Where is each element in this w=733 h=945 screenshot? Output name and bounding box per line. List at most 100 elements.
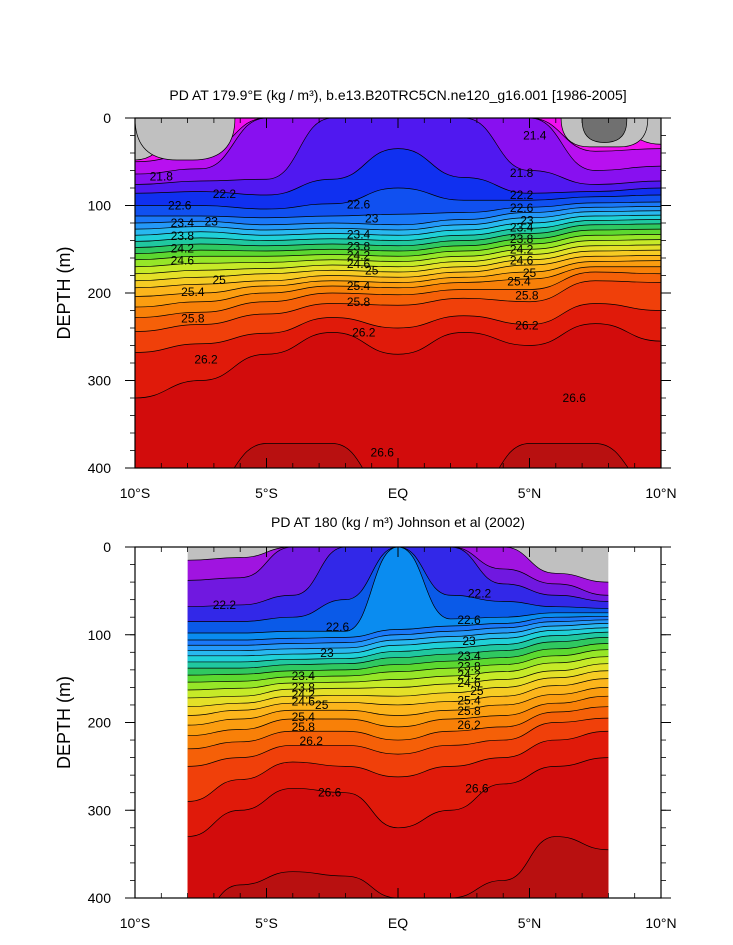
contour-label: 26.2 bbox=[194, 353, 218, 367]
contour-line-26-2 bbox=[135, 280, 661, 332]
contour-line-26-2 bbox=[187, 717, 609, 767]
contour-label: 24.2 bbox=[510, 242, 534, 256]
contour-label: 25 bbox=[470, 684, 484, 698]
contour-line-24 bbox=[135, 219, 661, 242]
contour-line-23-2 bbox=[187, 615, 609, 641]
contour-line-26-4 bbox=[187, 730, 609, 802]
contour-line-24-8 bbox=[187, 656, 609, 691]
contour-label: 23.8 bbox=[292, 680, 316, 694]
y-tick-label: 200 bbox=[88, 285, 112, 301]
contour-line-21-8 bbox=[135, 118, 661, 175]
contour-label: 23.8 bbox=[171, 229, 195, 243]
contour-label: 21.8 bbox=[510, 166, 534, 180]
contour-line-23-8 bbox=[187, 627, 609, 657]
contour-label: 24.2 bbox=[347, 248, 371, 262]
contour-label: 22.2 bbox=[468, 587, 492, 601]
contour-line-23 bbox=[187, 547, 609, 634]
contour-label: 22.2 bbox=[213, 598, 237, 612]
contour-label: 22.2 bbox=[213, 187, 237, 201]
contour-label: 26.2 bbox=[457, 718, 481, 732]
contour-label: 25.4 bbox=[292, 710, 316, 724]
contour-label: 23.4 bbox=[347, 227, 371, 241]
contour-label: 25 bbox=[523, 266, 537, 280]
contour-label: 26.6 bbox=[318, 786, 342, 800]
contour-fills: 21.822.222.62323.423.824.224.62525.425.8… bbox=[135, 118, 661, 468]
contour-label: 23.8 bbox=[457, 659, 481, 673]
contour-label: 24.6 bbox=[347, 257, 371, 271]
y-tick-label: 0 bbox=[103, 539, 111, 555]
y-tick-label: 0 bbox=[103, 110, 111, 126]
contour-label: 23.4 bbox=[457, 649, 481, 663]
contour-line-22-2 bbox=[135, 118, 661, 185]
contour-label: 22.6 bbox=[457, 613, 481, 627]
contour-line-23 bbox=[135, 187, 661, 210]
contour-label: 25.4 bbox=[507, 275, 531, 289]
contour-line-23-2 bbox=[135, 201, 661, 219]
contour-line-24-6 bbox=[135, 234, 661, 261]
contour-line-24-8 bbox=[135, 239, 661, 268]
y-tick-label: 200 bbox=[88, 715, 112, 731]
contour-label: 24.2 bbox=[457, 668, 481, 682]
contour-line-26-8 bbox=[233, 443, 629, 468]
contour-label: 21.4 bbox=[523, 129, 547, 143]
contour-line-26 bbox=[187, 706, 609, 750]
contour-label: 23.4 bbox=[292, 669, 316, 683]
contour-label: 26.6 bbox=[563, 391, 587, 405]
x-tick-label: 10°N bbox=[645, 915, 676, 931]
contour-line-24-6 bbox=[187, 649, 609, 683]
contour-label: 22.6 bbox=[326, 620, 350, 634]
contour-label: 24.6 bbox=[510, 254, 534, 268]
contour-line-24-2 bbox=[187, 637, 609, 669]
x-tick-label: EQ bbox=[388, 915, 408, 931]
contour-line-21-4 bbox=[187, 547, 609, 583]
contour-line-25-4 bbox=[135, 255, 661, 289]
contour-label: 25.8 bbox=[515, 289, 539, 303]
contour-label: 23.4 bbox=[510, 220, 534, 234]
contour-label: 26.2 bbox=[352, 325, 376, 339]
y-tick-label: 400 bbox=[88, 460, 112, 476]
x-tick-label: 10°S bbox=[120, 915, 151, 931]
contour-label: 25.8 bbox=[292, 720, 316, 734]
contour-label: 23.8 bbox=[510, 232, 534, 246]
contour-line-25-2 bbox=[187, 670, 609, 708]
x-tick-label: 5°S bbox=[255, 485, 278, 501]
contour-line-23-6 bbox=[187, 622, 609, 651]
chart-title: PD AT 179.9°E (kg / m³), b.e13.B20TRC5CN… bbox=[169, 87, 626, 103]
top-panel-model: 21.822.222.62323.423.824.224.62525.425.8… bbox=[54, 87, 677, 501]
contour-line-25-8 bbox=[187, 695, 609, 737]
contour-line-24 bbox=[187, 631, 609, 663]
contour-label: 22.6 bbox=[347, 198, 371, 212]
contour-label: 23 bbox=[520, 213, 534, 227]
y-axis-label: DEPTH (m) bbox=[54, 247, 74, 340]
contour-line-25-4 bbox=[187, 678, 609, 716]
contour-line-23-6 bbox=[135, 210, 661, 231]
contour-line-25 bbox=[187, 663, 609, 699]
contour-label: 23 bbox=[365, 212, 379, 226]
x-tick-label: 5°N bbox=[518, 915, 542, 931]
chart-title: PD AT 180 (kg / m³) Johnson et al (2002) bbox=[271, 514, 525, 530]
y-tick-label: 400 bbox=[88, 890, 112, 906]
contour-line-25-8 bbox=[135, 266, 661, 308]
contour-line-22-2 bbox=[187, 547, 609, 608]
contour-line-23-4 bbox=[135, 206, 661, 226]
contour-label: 23 bbox=[205, 214, 219, 228]
contour-label: 26.2 bbox=[515, 318, 539, 332]
fill-band-26-8 bbox=[218, 836, 609, 898]
y-tick-label: 100 bbox=[88, 627, 112, 643]
contour-label: 22.2 bbox=[510, 188, 534, 202]
x-tick-label: 5°S bbox=[255, 915, 278, 931]
contour-line-25-6 bbox=[135, 260, 661, 297]
blob-0 bbox=[135, 118, 236, 161]
contour-line-25-6 bbox=[187, 687, 609, 726]
contour-line-23-4 bbox=[187, 619, 609, 646]
contour-label: 23.8 bbox=[347, 240, 371, 254]
contour-line-26-6 bbox=[135, 323, 661, 399]
y-tick-label: 300 bbox=[88, 802, 112, 818]
contour-line-25-2 bbox=[135, 249, 661, 282]
contour-label: 24.6 bbox=[171, 254, 195, 268]
contour-label: 24.6 bbox=[292, 694, 316, 708]
fill-band-26-6 bbox=[135, 323, 661, 468]
contour-label: 26.2 bbox=[300, 734, 324, 748]
